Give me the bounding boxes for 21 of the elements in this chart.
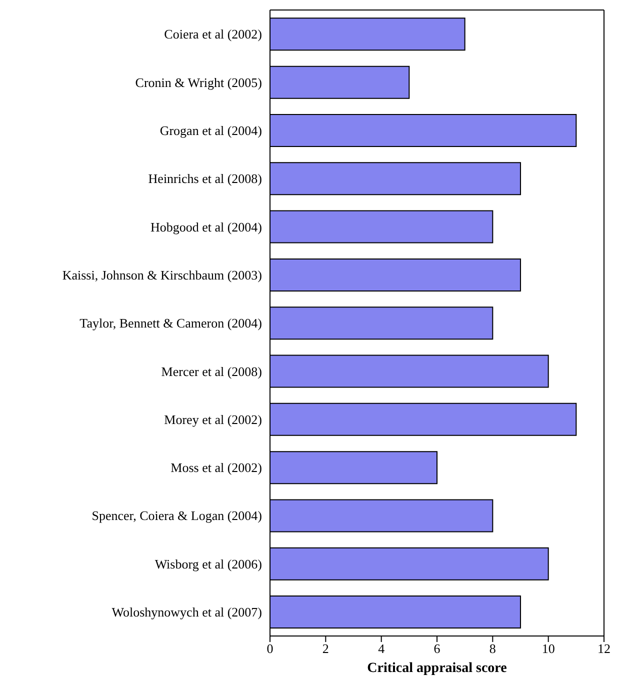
y-tick-label: Heinrichs et al (2008) xyxy=(148,171,262,186)
x-axis-title: Critical appraisal score xyxy=(367,661,507,676)
y-tick-label: Cronin & Wright (2005) xyxy=(135,74,262,90)
x-tick-label: 2 xyxy=(322,641,329,656)
y-tick-label: Wisborg et al (2006) xyxy=(154,556,262,572)
y-tick-label: Kaissi, Johnson & Kirschbaum (2003) xyxy=(62,267,262,282)
x-tick-label: 0 xyxy=(266,641,274,656)
x-tick-label: 12 xyxy=(598,641,610,656)
y-tick-label: Woloshynowych et al (2007) xyxy=(112,604,262,620)
y-tick-label: Coiera et al (2002) xyxy=(164,26,262,42)
y-tick-label: Morey et al (2002) xyxy=(164,412,262,427)
x-tick-label: 6 xyxy=(434,641,441,656)
y-tick-label: Spencer, Coiera & Logan (2004) xyxy=(92,508,262,524)
x-tick-label: 4 xyxy=(378,641,386,656)
y-tick-label: Mercer et al (2008) xyxy=(161,364,262,379)
y-tick-label: Hobgood et al (2004) xyxy=(150,219,262,234)
y-tick-label: Grogan et al (2004) xyxy=(160,123,262,138)
y-tick-label: Moss et al (2002) xyxy=(170,460,262,476)
y-tick-label: Taylor, Bennett & Cameron (2004) xyxy=(80,316,262,331)
x-tick-label: 8 xyxy=(489,641,496,656)
x-tick-label: 10 xyxy=(542,641,555,656)
